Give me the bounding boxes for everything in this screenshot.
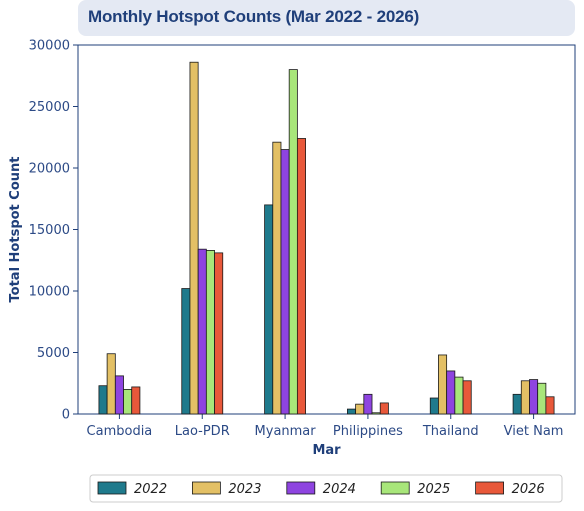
bar-cambodia-2025 bbox=[123, 388, 133, 415]
bar-lao-pdr-2025 bbox=[205, 250, 215, 415]
bar-myanmar-2022 bbox=[264, 204, 274, 415]
bar-lao-pdr-2022 bbox=[181, 288, 191, 415]
legend-swatch-2024 bbox=[286, 481, 316, 495]
x-axis-label: Mar bbox=[312, 443, 341, 458]
bar-thailand-2025 bbox=[454, 376, 464, 415]
bar-myanmar-2024 bbox=[280, 149, 290, 415]
y-tick-label: 10000 bbox=[29, 285, 70, 300]
y-tick-label: 15000 bbox=[29, 223, 70, 238]
bar-lao-pdr-2026 bbox=[214, 252, 224, 415]
bar-thailand-2026 bbox=[462, 380, 472, 415]
bar-cambodia-2026 bbox=[131, 386, 141, 415]
x-tick-label: Thailand bbox=[422, 424, 479, 439]
bar-cambodia-2024 bbox=[114, 375, 124, 415]
x-tick-label: Lao-PDR bbox=[175, 424, 230, 439]
plot-area bbox=[77, 44, 576, 415]
legend-label-2022: 2022 bbox=[134, 482, 167, 497]
bar-viet-nam-2023 bbox=[520, 380, 530, 415]
bar-viet-nam-2024 bbox=[529, 379, 539, 415]
bar-myanmar-2025 bbox=[288, 69, 298, 415]
legend: 2022 2023 2024 2025 2026 bbox=[89, 474, 563, 503]
bar-thailand-2023 bbox=[438, 354, 448, 415]
bar-cambodia-2022 bbox=[98, 385, 108, 415]
bar-viet-nam-2026 bbox=[545, 396, 555, 415]
chart-title-box: Monthly Hotspot Counts (Mar 2022 - 2026) bbox=[78, 0, 575, 36]
bar-cambodia-2023 bbox=[106, 353, 116, 415]
bar-philippines-2023 bbox=[355, 403, 365, 415]
legend-swatch-2023 bbox=[191, 481, 221, 495]
bar-philippines-2024 bbox=[363, 393, 373, 415]
bar-myanmar-2023 bbox=[272, 141, 282, 415]
x-tick-label: Philippines bbox=[333, 424, 403, 439]
bar-viet-nam-2022 bbox=[512, 393, 522, 415]
legend-label-2023: 2023 bbox=[228, 482, 261, 497]
legend-swatch-2026 bbox=[475, 481, 505, 495]
y-tick-label: 5000 bbox=[37, 346, 70, 361]
legend-swatch-2025 bbox=[380, 481, 410, 495]
bar-myanmar-2026 bbox=[296, 138, 306, 415]
legend-label-2025: 2025 bbox=[417, 482, 450, 497]
legend-label-2026: 2026 bbox=[512, 482, 545, 497]
x-tick-label: Cambodia bbox=[87, 424, 153, 439]
legend-label-2024: 2024 bbox=[323, 482, 356, 497]
x-tick-label: Myanmar bbox=[255, 424, 317, 439]
bar-lao-pdr-2023 bbox=[189, 61, 199, 415]
y-axis-label: Total Hotspot Count bbox=[8, 157, 23, 303]
x-tick-label: Viet Nam bbox=[504, 424, 564, 439]
bar-thailand-2024 bbox=[446, 370, 456, 415]
bar-philippines-2025 bbox=[371, 412, 381, 415]
bar-viet-nam-2025 bbox=[537, 382, 547, 415]
chart-title: Monthly Hotspot Counts (Mar 2022 - 2026) bbox=[88, 7, 420, 26]
legend-swatch-2022 bbox=[97, 481, 127, 495]
bar-philippines-2022 bbox=[347, 408, 357, 415]
bar-philippines-2026 bbox=[379, 402, 389, 415]
y-tick-label: 25000 bbox=[29, 100, 70, 115]
y-tick-label: 20000 bbox=[29, 162, 70, 177]
bar-lao-pdr-2024 bbox=[197, 248, 207, 415]
y-tick-label: 30000 bbox=[29, 39, 70, 54]
y-tick-label: 0 bbox=[62, 408, 70, 423]
bar-thailand-2022 bbox=[429, 397, 439, 415]
